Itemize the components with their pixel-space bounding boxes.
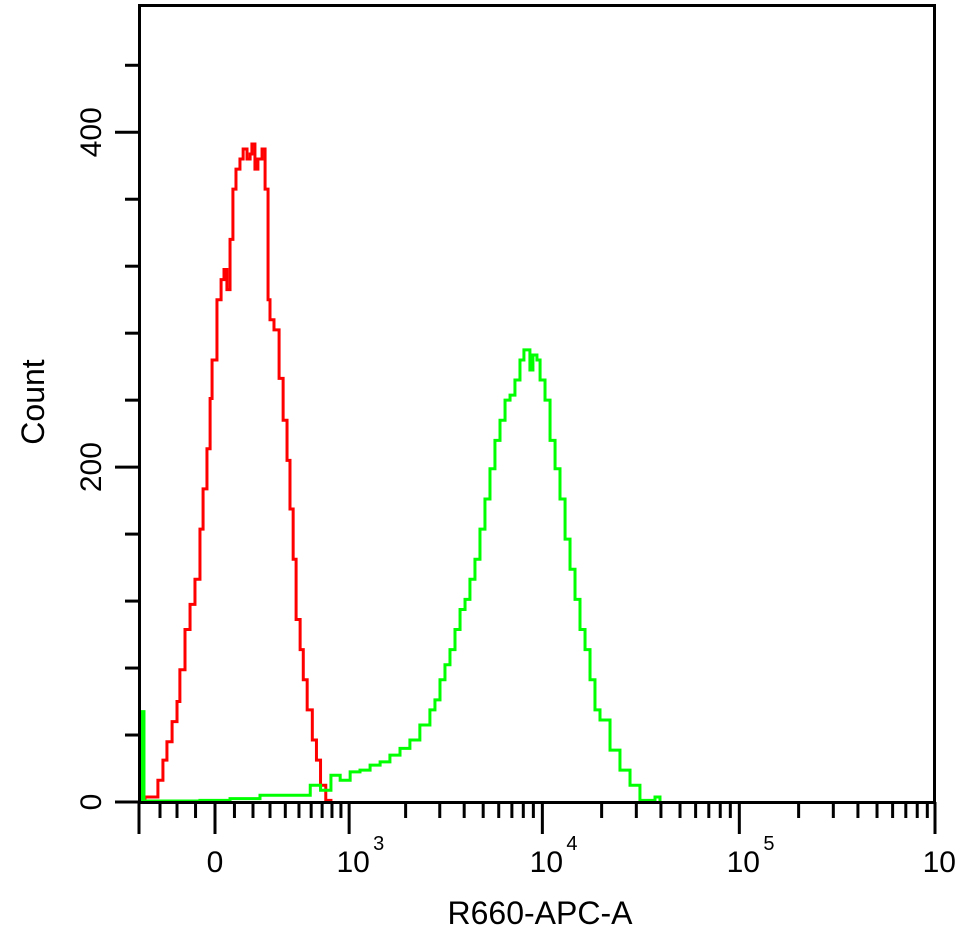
x-tick-label: 10 [336, 846, 369, 879]
y-axis: 0 200 400 [75, 63, 139, 811]
y-tick-label: 200 [75, 442, 108, 492]
x-tick-label: 10 [727, 846, 760, 879]
y-tick-label: 0 [75, 794, 108, 811]
x-tick-label: 10 [923, 846, 956, 879]
series-control [141, 142, 333, 802]
x-tick-label: 10 [530, 846, 563, 879]
x-axis-title: R660-APC-A [448, 895, 634, 931]
x-tick-exponent: 3 [373, 833, 384, 855]
plot-frame [138, 4, 936, 804]
x-tick-exponent: 4 [566, 833, 577, 855]
y-axis-title: Count [15, 359, 51, 445]
x-tick-label: 0 [207, 846, 224, 879]
series-layer [140, 142, 662, 803]
series-stained [140, 348, 662, 803]
x-tick-exponent: 5 [763, 833, 774, 855]
y-tick-label: 400 [75, 107, 108, 157]
